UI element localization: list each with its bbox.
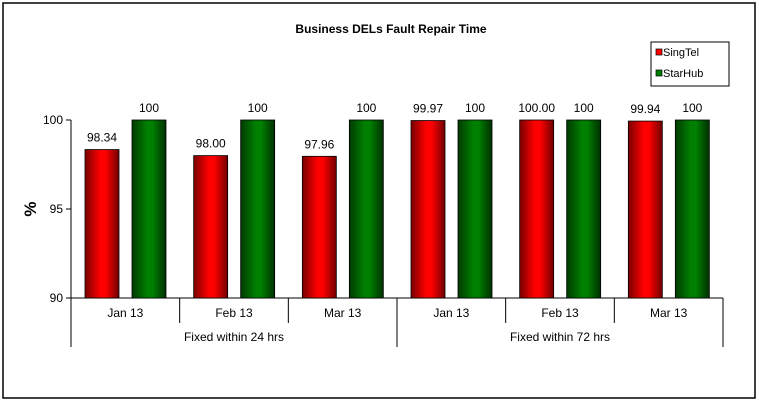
data-label: 99.97 [413, 102, 443, 116]
x-group-label: Fixed within 72 hrs [510, 330, 610, 344]
bar-starhub [457, 119, 493, 299]
bar-singtel [410, 120, 446, 299]
legend-label-starhub: StarHub [663, 68, 703, 80]
bar-singtel [627, 120, 663, 299]
x-tick-label: Feb 13 [541, 306, 579, 320]
x-tick-label: Feb 13 [215, 306, 253, 320]
x-tick-label: Jan 13 [433, 306, 469, 320]
data-label: 100 [139, 101, 159, 115]
y-tick-label: 100 [43, 113, 63, 127]
bar-singtel [519, 119, 555, 299]
x-group-label: Fixed within 24 hrs [184, 330, 284, 344]
bar-singtel [84, 149, 120, 299]
data-label: 99.94 [630, 102, 660, 116]
bar-singtel [193, 155, 229, 299]
legend: SingTel StarHub [650, 41, 730, 87]
bar-singtel [301, 155, 337, 299]
data-label: 100 [248, 101, 268, 115]
legend-box [650, 41, 730, 87]
y-tick-label: 90 [50, 291, 64, 305]
bar-starhub [566, 119, 602, 299]
x-tick-label: Mar 13 [324, 306, 362, 320]
bar-starhub [131, 119, 167, 299]
legend-label-singtel: SingTel [663, 47, 699, 59]
y-axis-label: % [21, 201, 40, 216]
data-label: 98.00 [196, 137, 226, 151]
data-label: 100 [682, 101, 702, 115]
x-tick-label: Jan 13 [107, 306, 143, 320]
bar-starhub [240, 119, 276, 299]
data-label: 98.34 [87, 131, 117, 145]
data-label: 97.96 [304, 137, 334, 151]
data-label: 100.00 [518, 101, 555, 115]
data-label: 100 [574, 101, 594, 115]
bar-starhub [348, 119, 384, 299]
legend-swatch-starhub [655, 69, 663, 77]
x-tick-label: Mar 13 [650, 306, 688, 320]
legend-swatch-singtel [655, 48, 663, 56]
data-label: 100 [356, 101, 376, 115]
y-tick-label: 95 [50, 202, 64, 216]
bar-starhub [674, 119, 710, 299]
chart-title: Business DELs Fault Repair Time [295, 22, 486, 36]
data-label: 100 [465, 101, 485, 115]
